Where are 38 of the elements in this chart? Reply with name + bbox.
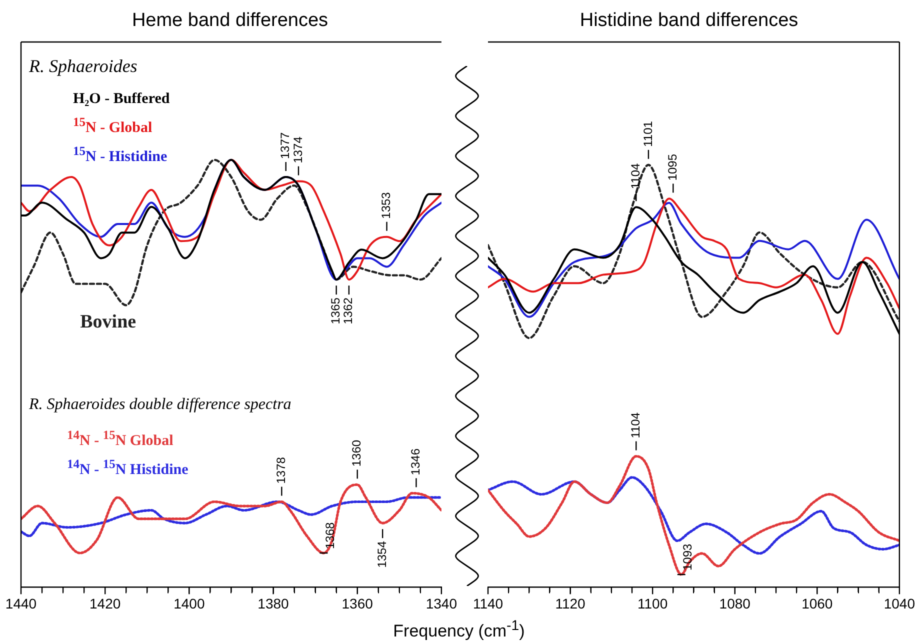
- annotation: 1377: [278, 132, 292, 160]
- annotation: 1104: [628, 162, 642, 190]
- x-tick-label: 1380: [258, 595, 290, 612]
- annotation: 1362: [341, 297, 356, 324]
- x-tick-label: 1420: [90, 595, 121, 612]
- annotation: 1354: [374, 540, 389, 568]
- x-tick-label: 1140: [472, 595, 504, 612]
- text: $^{14}$N - $^{15}$N Histidine: [67, 456, 188, 480]
- annotation: 1104: [628, 412, 642, 438]
- annotation: 1378: [274, 456, 288, 484]
- chart-title: Histidine band differences: [578, 10, 800, 32]
- x-tick-label: 1360: [342, 595, 374, 612]
- annotation: 1360: [350, 440, 364, 467]
- x-tick-label: 1060: [802, 595, 833, 612]
- annotation: 1101: [640, 120, 655, 147]
- x-tick-label: 1080: [719, 595, 751, 612]
- x-tick-label: 1400: [174, 595, 205, 612]
- annotation: 1365: [328, 297, 343, 324]
- annotation: 1374: [290, 136, 305, 164]
- x-tick-label: 1100: [638, 595, 668, 612]
- annotation: 1095: [665, 154, 680, 181]
- annotation: 1368: [323, 522, 338, 550]
- x-tick-label: 1440: [5, 595, 37, 612]
- x-tick-label: 1120: [555, 595, 586, 612]
- text: $^{14}$N - $^{15}$N Global: [67, 427, 174, 451]
- series-label: Bovine: [80, 312, 136, 333]
- x-axis-title: Frequency (cm$^{-1}$): [392, 618, 526, 642]
- text: $^{15}$N - Histidine: [73, 143, 168, 167]
- text: H₂O - Buffered: [73, 90, 170, 109]
- annotation: 1346: [408, 448, 423, 476]
- chart-title: Heme band differences: [130, 10, 330, 32]
- x-tick-label: 1040: [884, 595, 916, 612]
- annotation: R. Sphaeroides double difference spectra: [29, 396, 292, 414]
- annotation: 1353: [379, 192, 394, 219]
- annotation: 1093: [680, 544, 695, 571]
- text: R. Sphaeroides: [29, 56, 138, 77]
- x-tick-label: 1340: [426, 595, 458, 612]
- text: $^{15}$N - Global: [73, 114, 154, 138]
